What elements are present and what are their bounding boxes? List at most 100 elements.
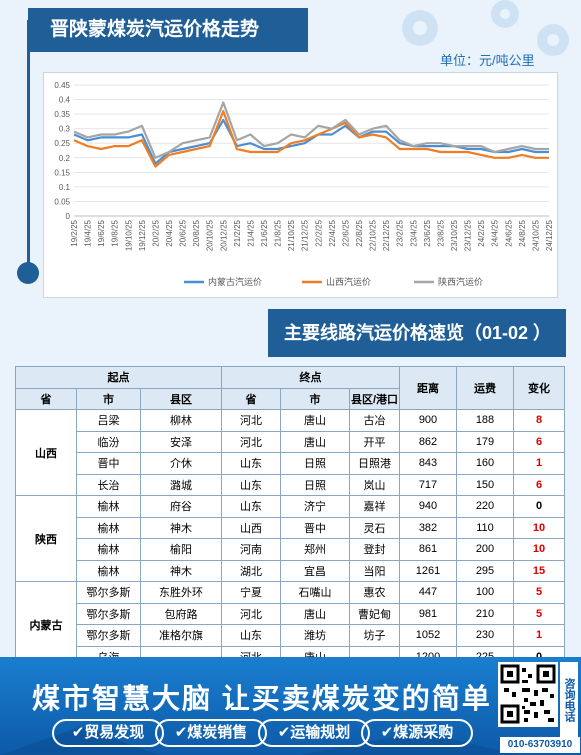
series-line-2 <box>73 101 549 159</box>
origin-county-cell: 安泽 <box>140 430 222 453</box>
x-tick-label: 24/2/25 <box>477 219 486 246</box>
table-row: 临汾 安泽 河北 唐山 开平 862 179 6 <box>16 430 565 453</box>
x-tick-label: 22/10/25 <box>369 219 378 251</box>
dest-province-cell: 山东 <box>221 495 281 518</box>
origin-city-cell: 鄂尔多斯 <box>76 602 141 625</box>
series-line-1 <box>73 110 549 168</box>
y-tick-label: 0.4 <box>59 96 71 105</box>
x-tick-label: 19/10/25 <box>124 219 133 251</box>
dest-county-cell: 曹妃甸 <box>349 602 400 625</box>
x-tick-label: 24/8/25 <box>518 219 527 246</box>
header-distance: 距离 <box>399 366 457 410</box>
change-cell: 10 <box>513 516 565 539</box>
origin-county-cell: 榆阳 <box>140 538 222 561</box>
origin-city-cell: 鄂尔多斯 <box>76 624 141 647</box>
freight-cell: 179 <box>456 430 514 453</box>
distance-cell: 862 <box>399 430 457 453</box>
x-tick-label: 19/4/25 <box>84 219 93 246</box>
dest-city-cell: 唐山 <box>280 602 350 625</box>
button-transport-planning[interactable]: ✔运输规划 <box>258 719 370 747</box>
header-origin: 起点 <box>15 366 222 389</box>
origin-province-cell: 内蒙古 <box>15 581 77 668</box>
dest-city-cell: 唐山 <box>280 409 350 432</box>
x-tick-label: 21/4/25 <box>246 219 255 246</box>
dest-city-cell: 郑州 <box>280 538 350 561</box>
distance-cell: 900 <box>399 409 457 432</box>
x-tick-label: 22/8/25 <box>355 219 364 246</box>
distance-cell: 843 <box>399 452 457 475</box>
x-tick-label: 20/2/25 <box>151 219 160 246</box>
x-tick-label: 22/4/25 <box>328 219 337 246</box>
y-tick-label: 0.05 <box>54 197 70 206</box>
dest-city-cell: 日照 <box>280 473 350 496</box>
freight-cell: 188 <box>456 409 514 432</box>
x-tick-label: 23/8/25 <box>436 219 445 246</box>
x-tick-label: 21/10/25 <box>287 219 296 251</box>
header-dest-province: 省 <box>221 387 281 410</box>
dest-county-cell: 当阳 <box>349 559 400 582</box>
x-tick-label: 24/6/25 <box>504 219 513 246</box>
freight-cell: 295 <box>456 559 514 582</box>
x-tick-label: 19/8/25 <box>111 219 120 246</box>
freight-cell: 200 <box>456 538 514 561</box>
button-trade-discovery[interactable]: ✔贸易发现 <box>52 719 164 747</box>
distance-cell: 382 <box>399 516 457 539</box>
page-title: 晋陕蒙煤炭汽运价格走势 <box>28 8 308 52</box>
button-coal-sourcing[interactable]: ✔煤源采购 <box>361 719 473 747</box>
origin-city-cell: 吕梁 <box>76 409 141 432</box>
chart-svg: 0 0.05 0.1 0.15 0.2 0.25 0.3 0.35 0.4 0.45 19/2/25… <box>54 81 554 287</box>
dest-county-cell: 古冶 <box>349 409 400 432</box>
x-tick-label: 19/12/25 <box>138 219 147 251</box>
header-origin-city: 市 <box>76 387 141 410</box>
freight-cell: 220 <box>456 495 514 518</box>
header-origin-county: 县区 <box>140 387 222 410</box>
button-coal-sales[interactable]: ✔煤炭销售 <box>155 719 267 747</box>
distance-cell: 447 <box>399 581 457 604</box>
table-row: 山西 吕梁 柳林 河北 唐山 古冶 900 188 8 <box>15 409 565 496</box>
section-title: 主要线路汽运价格速览（01-02 ） <box>268 309 566 357</box>
hotline-number: 010-63703910 <box>500 737 580 753</box>
freight-cell: 150 <box>456 473 514 496</box>
timeline-dot <box>17 262 39 284</box>
x-tick-label: 19/2/25 <box>70 219 79 246</box>
origin-county-cell: 神木 <box>140 559 222 582</box>
x-tick-label: 22/2/25 <box>314 219 323 246</box>
route-price-table: 起点 终点 距离 运费 变化 省 市 县区 省 市 县区/港口 山西 吕梁 柳林 河北… <box>15 366 565 668</box>
y-tick-label: 0 <box>66 212 71 221</box>
price-trend-chart: 0 0.05 0.1 0.15 0.2 0.25 0.3 0.35 0.4 0.45 19/2/25… <box>43 72 558 298</box>
table-row: 榆林 神木 湖北 宜昌 当阳 1261 295 15 <box>16 559 565 582</box>
x-tick-label: 23/4/25 <box>409 219 418 246</box>
x-tick-label: 23/10/25 <box>450 219 459 251</box>
change-cell: 0 <box>513 495 565 518</box>
y-tick-label: 0.25 <box>54 139 70 148</box>
dest-city-cell: 济宁 <box>280 495 350 518</box>
origin-county-cell: 府谷 <box>140 495 222 518</box>
distance-cell: 940 <box>399 495 457 518</box>
dest-province-cell: 湖北 <box>221 559 281 582</box>
dest-city-cell: 日照 <box>280 452 350 475</box>
x-tick-label: 20/10/25 <box>206 219 215 251</box>
origin-county-cell: 东胜外环 <box>140 581 222 604</box>
header-change: 变化 <box>513 366 565 410</box>
legend-label: 内蒙古汽运价 <box>208 276 262 287</box>
qr-code-icon <box>500 664 556 724</box>
origin-city-cell: 榆林 <box>76 516 141 539</box>
header-dest-county: 县区/港口 <box>349 387 400 410</box>
x-tick-label: 21/6/25 <box>260 219 269 246</box>
legend-label: 山西汽运价 <box>326 276 371 287</box>
dest-county-cell: 灵石 <box>349 516 400 539</box>
x-tick-label: 20/6/25 <box>179 219 188 246</box>
x-tick-label: 24/4/25 <box>491 219 500 246</box>
x-tick-label: 23/6/25 <box>423 219 432 246</box>
change-cell: 6 <box>513 473 565 496</box>
x-tick-label: 24/12/25 <box>545 219 554 251</box>
banner-deco <box>0 727 520 755</box>
x-tick-label: 21/12/25 <box>301 219 310 251</box>
y-tick-label: 0.3 <box>59 125 71 134</box>
origin-county-cell: 潞城 <box>140 473 222 496</box>
qr-code[interactable] <box>498 662 558 727</box>
unit-label: 单位：元/吨公里 <box>440 53 535 68</box>
dest-county-cell: 登封 <box>349 538 400 561</box>
y-tick-label: 0.1 <box>59 183 71 192</box>
origin-city-cell: 榆林 <box>76 495 141 518</box>
